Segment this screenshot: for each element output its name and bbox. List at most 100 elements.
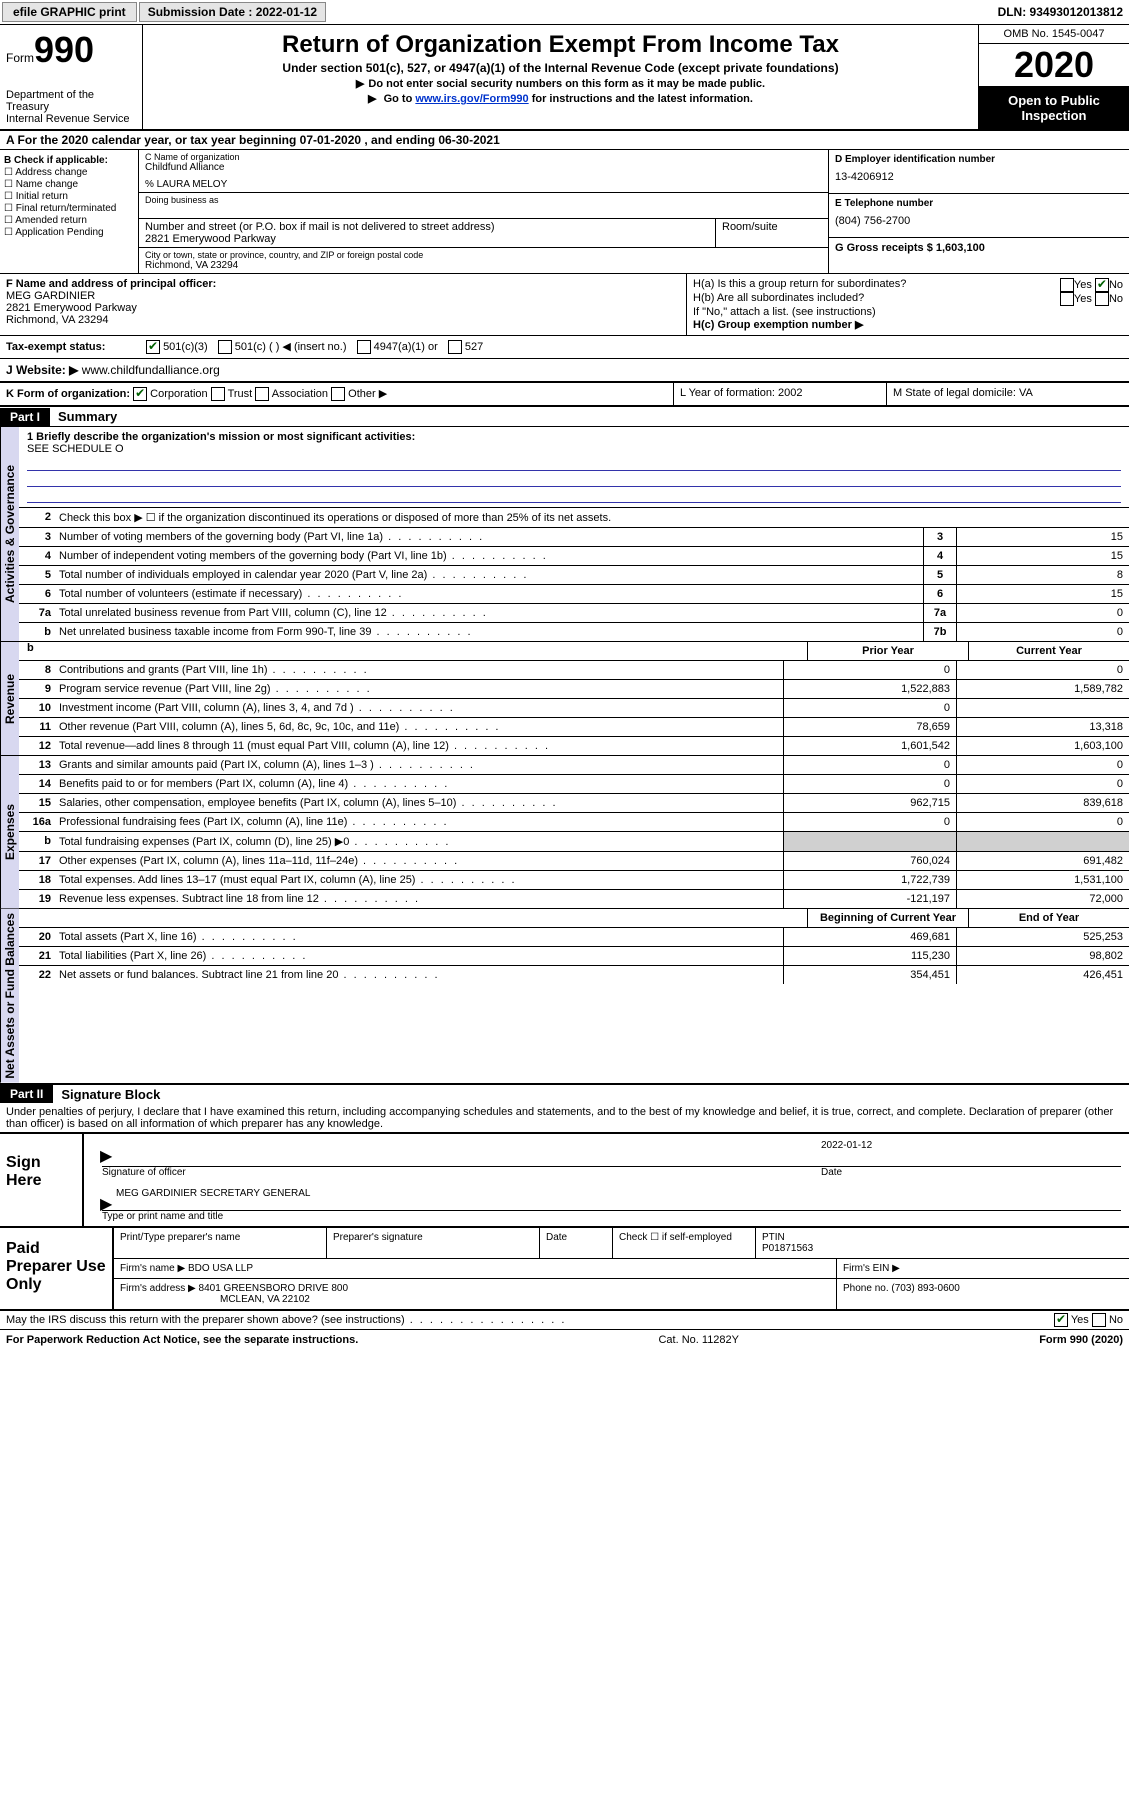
b-opt[interactable]: ☐ Initial return xyxy=(4,191,134,202)
no-lbl: No xyxy=(1109,293,1123,305)
link-pre: Go to xyxy=(384,93,416,105)
ha-yes-cb[interactable] xyxy=(1060,278,1074,292)
sig-officer-lbl: Signature of officer xyxy=(102,1167,821,1178)
b-opt[interactable]: ☐ Application Pending xyxy=(4,227,134,238)
form-prefix: Form xyxy=(6,51,34,65)
table-row: 16aProfessional fundraising fees (Part I… xyxy=(19,813,1129,832)
yes-lbl: Yes xyxy=(1071,1314,1089,1326)
type-print-lbl: Type or print name and title xyxy=(102,1211,1121,1222)
501c3-cb[interactable] xyxy=(146,340,160,354)
desc-line xyxy=(27,471,1121,487)
b-opt[interactable]: ☐ Final return/terminated xyxy=(4,203,134,214)
officer-print: MEG GARDINIER SECRETARY GENERAL xyxy=(116,1188,311,1199)
gov-line: 3Number of voting members of the governi… xyxy=(19,528,1129,547)
cat-no: Cat. No. 11282Y xyxy=(658,1334,739,1346)
part1-tag: Part I xyxy=(0,408,50,426)
link-post: for instructions and the latest informat… xyxy=(529,93,753,105)
table-row: 20Total assets (Part X, line 16)469,6815… xyxy=(19,928,1129,947)
m-state: M State of legal domicile: VA xyxy=(886,383,1129,405)
b-opt[interactable]: ☐ Address change xyxy=(4,167,134,178)
501c3-lbl: 501(c)(3) xyxy=(163,341,208,353)
org-name: Childfund Alliance xyxy=(145,162,822,173)
c-name-lbl: C Name of organization xyxy=(145,152,822,162)
no-lbl: No xyxy=(1109,1314,1123,1326)
ha-no-cb[interactable] xyxy=(1095,278,1109,292)
table-row: 22Net assets or fund balances. Subtract … xyxy=(19,966,1129,984)
table-row: 9Program service revenue (Part VIII, lin… xyxy=(19,680,1129,699)
firm-name: BDO USA LLP xyxy=(188,1263,253,1274)
firm-addr-lbl: Firm's address ▶ xyxy=(120,1283,196,1294)
self-emp-lbl[interactable]: Check ☐ if self-employed xyxy=(613,1228,756,1258)
note-link: Go to www.irs.gov/Form990 for instructio… xyxy=(149,92,972,105)
501c-lbl: 501(c) ( ) ◀ (insert no.) xyxy=(235,341,347,353)
table-row: 12Total revenue—add lines 8 through 11 (… xyxy=(19,737,1129,755)
discuss-row: May the IRS discuss this return with the… xyxy=(0,1311,1129,1330)
irs-link[interactable]: www.irs.gov/Form990 xyxy=(415,93,528,105)
form-title: Return of Organization Exempt From Incom… xyxy=(149,31,972,59)
officer-addr1: 2821 Emerywood Parkway xyxy=(6,302,680,314)
hc-lbl: H(c) Group exemption number ▶ xyxy=(693,318,1123,331)
hb-note: If "No," attach a list. (see instruction… xyxy=(693,306,1123,318)
yes-lbl: Yes xyxy=(1074,293,1092,305)
part2-header: Part II Signature Block xyxy=(0,1085,1129,1104)
b-opt[interactable]: ☐ Name change xyxy=(4,179,134,190)
bocy-hdr: Beginning of Current Year xyxy=(807,909,968,927)
d-lbl: D Employer identification number xyxy=(835,154,1123,165)
discuss-text: May the IRS discuss this return with the… xyxy=(6,1314,566,1326)
officer-addr2: Richmond, VA 23294 xyxy=(6,314,680,326)
website-row: J Website: ▶ www.childfundalliance.org xyxy=(0,359,1129,383)
form-num-footer: 990 xyxy=(1070,1334,1088,1346)
year-footer: 2020 xyxy=(1095,1334,1119,1346)
net-assets-section: Net Assets or Fund Balances Beginning of… xyxy=(0,909,1129,1085)
527-cb[interactable] xyxy=(448,340,462,354)
open-inspection: Open to Public Inspection xyxy=(979,87,1129,129)
trust-lbl: Trust xyxy=(228,388,253,400)
table-row: 11Other revenue (Part VIII, column (A), … xyxy=(19,718,1129,737)
part2-title: Signature Block xyxy=(53,1085,168,1104)
table-row: 18Total expenses. Add lines 13–17 (must … xyxy=(19,871,1129,890)
k-lbl: K Form of organization: xyxy=(6,388,130,400)
prep-date-lbl: Date xyxy=(540,1228,613,1258)
corp-cb[interactable] xyxy=(133,387,147,401)
501c-cb[interactable] xyxy=(218,340,232,354)
other-cb[interactable] xyxy=(331,387,345,401)
dba-lbl: Doing business as xyxy=(145,195,822,205)
trust-cb[interactable] xyxy=(211,387,225,401)
i-lbl: Tax-exempt status: xyxy=(6,341,136,353)
gov-line: 4Number of independent voting members of… xyxy=(19,547,1129,566)
yes-lbl: Yes xyxy=(1074,279,1092,291)
b-label: B Check if applicable: xyxy=(4,155,134,166)
hb-lbl: H(b) Are all subordinates included? xyxy=(693,292,864,306)
form-subtitle: Under section 501(c), 527, or 4947(a)(1)… xyxy=(149,61,972,75)
governance-section: Activities & Governance 1 Briefly descri… xyxy=(0,427,1129,642)
mission-text: SEE SCHEDULE O xyxy=(27,443,1121,455)
b-opt[interactable]: ☐ Amended return xyxy=(4,215,134,226)
efile-btn[interactable]: efile GRAPHIC print xyxy=(2,2,137,22)
table-row: 15Salaries, other compensation, employee… xyxy=(19,794,1129,813)
4947-cb[interactable] xyxy=(357,340,371,354)
hb-yes-cb[interactable] xyxy=(1060,292,1074,306)
eoy-hdr: End of Year xyxy=(968,909,1129,927)
l-year: L Year of formation: 2002 xyxy=(673,383,886,405)
block-deg: D Employer identification number 13-4206… xyxy=(828,150,1129,273)
date-lbl: Date xyxy=(821,1167,1121,1178)
ein: 13-4206912 xyxy=(835,165,1123,189)
table-row: 17Other expenses (Part IX, column (A), l… xyxy=(19,852,1129,871)
curr-year-hdr: Current Year xyxy=(968,642,1129,660)
assoc-cb[interactable] xyxy=(255,387,269,401)
4947-lbl: 4947(a)(1) or xyxy=(374,341,438,353)
j-lbl: J Website: ▶ xyxy=(6,363,78,377)
addr-lbl: Number and street (or P.O. box if mail i… xyxy=(145,221,709,233)
website-url[interactable]: www.childfundalliance.org xyxy=(82,363,220,377)
gov-line: 5Total number of individuals employed in… xyxy=(19,566,1129,585)
discuss-yes-cb[interactable] xyxy=(1054,1313,1068,1327)
no-lbl: No xyxy=(1109,279,1123,291)
paid-lbl: Paid Preparer Use Only xyxy=(0,1228,112,1309)
ptin-lbl: PTIN xyxy=(762,1232,785,1243)
gov-line: 7aTotal unrelated business revenue from … xyxy=(19,604,1129,623)
discuss-no-cb[interactable] xyxy=(1092,1313,1106,1327)
net-side-label: Net Assets or Fund Balances xyxy=(0,909,19,1083)
sig-date: 2022-01-12 xyxy=(821,1138,1121,1167)
omb-number: OMB No. 1545-0047 xyxy=(979,25,1129,44)
hb-no-cb[interactable] xyxy=(1095,292,1109,306)
